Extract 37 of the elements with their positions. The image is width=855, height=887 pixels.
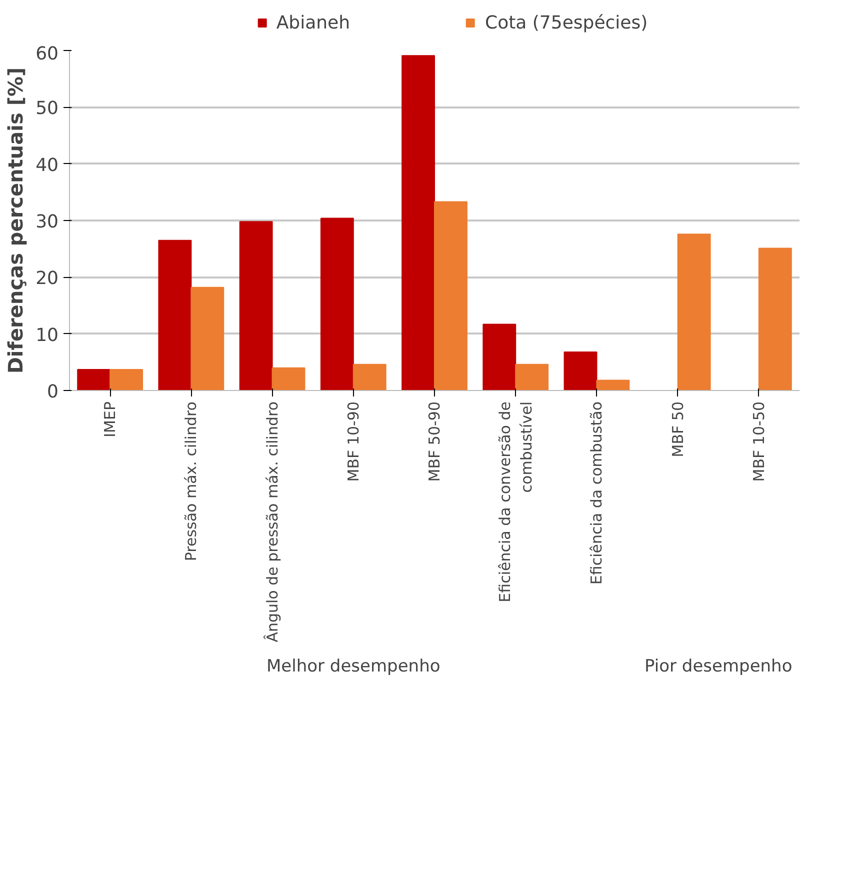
x-tick-label: Ângulo de pressão máx. cilindro (263, 401, 282, 642)
y-tick-label: 40 (36, 154, 58, 176)
x-tick-label: MBF 50-90 (426, 401, 444, 482)
bar (482, 324, 516, 390)
bar (77, 369, 111, 390)
legend-label: Cota (75espécies) (485, 12, 648, 33)
text: Melhor desempenho (266, 656, 440, 676)
x-tick-label: MBF 10-90 (344, 401, 362, 482)
bar (110, 369, 143, 390)
x-tick-label: Pressão máx. cilindro (182, 402, 200, 562)
bar (320, 218, 354, 390)
y-axis-title: Diferenças percentuais [%] (4, 67, 28, 374)
bar (564, 351, 598, 390)
x-tick-label: MBF 50 (668, 401, 687, 458)
y-tick-label: 60 (36, 44, 58, 64)
bar (596, 380, 630, 390)
bar (677, 234, 711, 390)
text: Pior desempenho (644, 656, 792, 676)
x-tick-label: IMEP (101, 402, 120, 438)
y-tick-label: 30 (36, 212, 58, 232)
x-tick-label: Eficiência da combustão (588, 402, 606, 585)
y-tick-label: 20 (36, 268, 58, 290)
y-tick-label: 0 (47, 382, 58, 402)
x-tick-label: Eficiência da conversão de combustível (496, 401, 536, 602)
bar (434, 201, 468, 390)
x-tick-label: MBF 10-50 (750, 401, 768, 482)
bar (272, 367, 306, 390)
y-tick-label: 10 (36, 324, 58, 346)
y-tick-label: 50 (36, 98, 58, 120)
bar (239, 221, 273, 390)
bar (402, 55, 435, 390)
bar (515, 364, 549, 390)
bar (758, 248, 792, 390)
legend-label: Abianeh (276, 12, 350, 33)
bar (352, 364, 386, 390)
bar (190, 286, 224, 390)
bar (158, 240, 192, 390)
